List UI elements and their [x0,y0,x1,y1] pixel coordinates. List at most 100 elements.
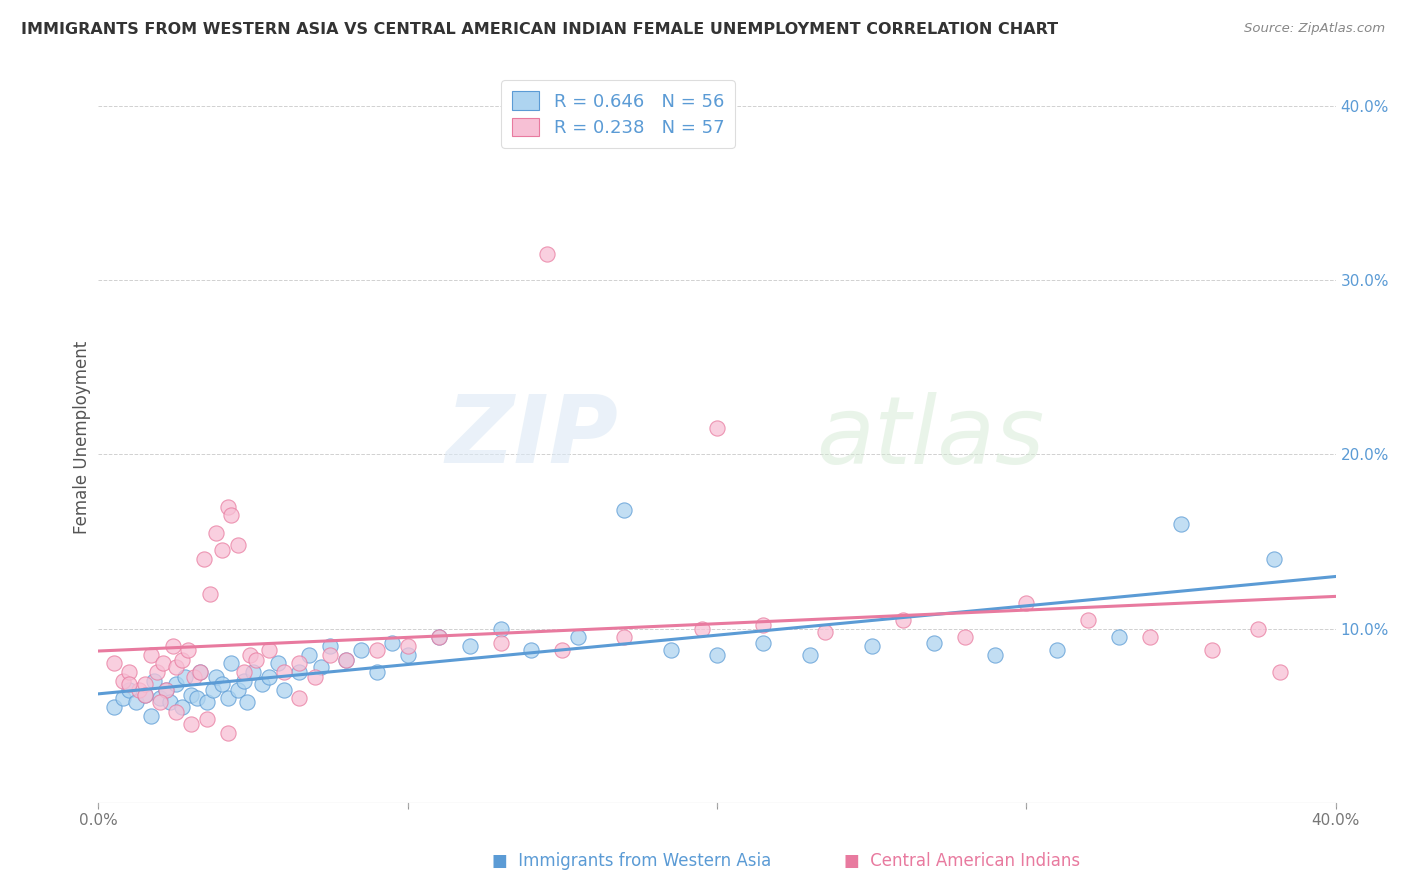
Point [226,682,249,697]
Text: IMMIGRANTS FROM WESTERN ASIA VS CENTRAL AMERICAN INDIAN FEMALE UNEMPLOYMENT CORR: IMMIGRANTS FROM WESTERN ASIA VS CENTRAL … [21,22,1059,37]
Point [366,665,388,680]
Point [267,657,290,671]
Text: ZIP: ZIP [446,391,619,483]
Point [205,525,228,540]
Point [180,717,202,731]
Point [273,665,295,680]
Point [128,682,150,697]
Text: Source: ZipAtlas.com: Source: ZipAtlas.com [1244,22,1385,36]
Point [319,639,342,653]
Point [193,552,215,566]
Point [1268,665,1291,680]
Point [103,657,125,671]
Point [217,691,239,706]
Point [1247,622,1270,636]
Point [195,695,218,709]
Point [139,648,162,662]
Point [752,618,775,632]
Point [335,653,357,667]
Point [221,508,243,523]
Point [1108,631,1130,645]
Point [489,622,512,636]
Point [226,538,249,552]
Point [165,677,187,691]
Point [366,642,388,657]
Point [239,648,262,662]
Point [567,631,589,645]
Point [201,682,224,697]
Point [953,631,976,645]
Point [1139,631,1161,645]
Point [190,665,212,680]
Point [217,500,239,514]
Point [165,660,187,674]
Point [112,691,135,706]
Point [860,639,883,653]
Point [288,691,311,706]
Point [149,695,172,709]
Point [427,631,450,645]
Point [155,682,177,697]
Point [221,657,243,671]
Point [706,421,728,435]
Point [103,700,125,714]
Point [149,691,172,706]
Point [799,648,821,662]
Point [1201,642,1223,657]
Point [124,695,146,709]
Point [112,673,135,688]
Point [551,642,574,657]
Point [159,695,181,709]
Point [198,587,221,601]
Point [1015,595,1038,609]
Text: ■  Immigrants from Western Asia: ■ Immigrants from Western Asia [492,852,772,870]
Point [134,677,156,691]
Point [170,653,193,667]
Point [211,677,233,691]
Point [288,657,311,671]
Point [257,642,280,657]
Point [183,670,205,684]
Point [257,670,280,684]
Legend: R = 0.646   N = 56, R = 0.238   N = 57: R = 0.646 N = 56, R = 0.238 N = 57 [501,80,735,148]
Point [205,670,228,684]
Point [134,688,156,702]
Point [252,677,274,691]
Point [489,635,512,649]
Point [752,635,775,649]
Point [118,665,141,680]
Point [139,708,162,723]
Text: ■  Central American Indians: ■ Central American Indians [844,852,1080,870]
Point [165,705,187,719]
Point [536,247,558,261]
Text: atlas: atlas [815,392,1045,483]
Point [177,642,200,657]
Point [152,657,174,671]
Point [170,700,193,714]
Point [396,648,419,662]
Point [232,665,254,680]
Point [613,631,636,645]
Point [309,660,332,674]
Point [427,631,450,645]
Point [217,726,239,740]
Point [298,648,321,662]
Point [690,622,713,636]
Point [186,691,208,706]
Point [319,648,342,662]
Point [814,625,837,640]
Point [1046,642,1069,657]
Point [134,688,156,702]
Point [381,635,404,649]
Point [146,665,169,680]
Point [288,665,311,680]
Point [891,613,914,627]
Point [659,642,682,657]
Point [236,695,259,709]
Point [155,682,177,697]
Point [118,677,141,691]
Point [211,543,233,558]
Point [304,670,326,684]
Point [1263,552,1285,566]
Point [613,503,636,517]
